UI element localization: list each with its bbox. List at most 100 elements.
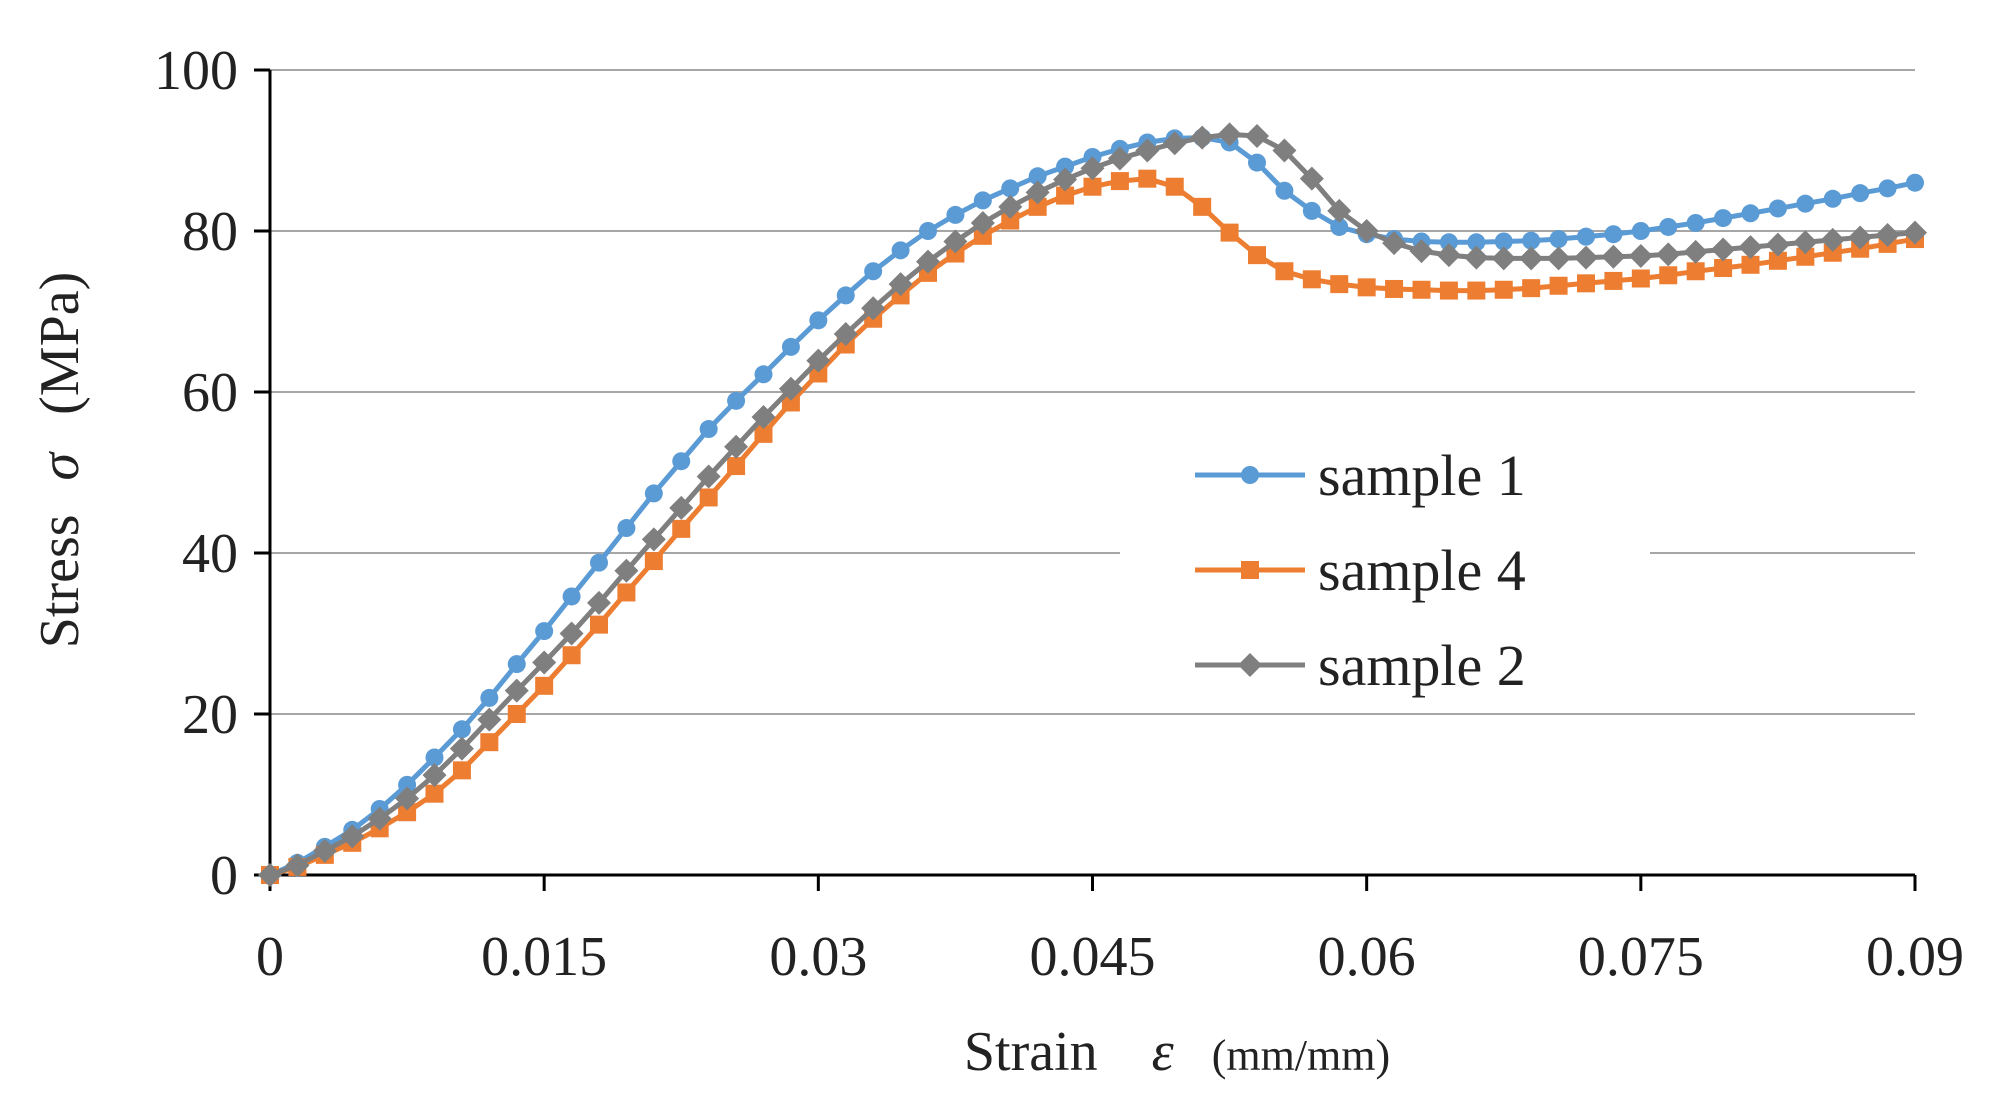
- data-point-sample-2: [340, 824, 365, 849]
- data-point-sample-4: [1248, 246, 1266, 265]
- data-point-sample-2: [1765, 232, 1790, 257]
- data-point-sample-1: [1248, 153, 1266, 172]
- data-point-sample-1: [1796, 194, 1815, 213]
- data-point-sample-1: [1823, 189, 1842, 208]
- data-point-sample-4: [1768, 251, 1787, 270]
- data-point-sample-4: [1659, 266, 1678, 285]
- data-point-sample-2: [1080, 156, 1105, 181]
- data-point-sample-2: [861, 296, 886, 321]
- data-point-sample-2: [1848, 225, 1873, 250]
- y-tick-label: 80: [182, 201, 238, 263]
- data-point-sample-2: [532, 650, 557, 675]
- data-point-sample-2: [1299, 166, 1324, 191]
- data-point-sample-1: [1604, 225, 1623, 244]
- series-sample-2: [258, 122, 1927, 887]
- y-axis-ticks: 0 20 40 60 80 100: [154, 40, 270, 907]
- data-point-sample-2: [916, 249, 940, 274]
- y-axis-label: Stress: [29, 514, 91, 648]
- data-point-sample-1: [1302, 201, 1321, 220]
- data-point-sample-4: [562, 646, 581, 665]
- data-point-sample-1: [1028, 167, 1047, 186]
- data-point-sample-2: [778, 376, 803, 401]
- data-point-sample-2: [1601, 244, 1626, 269]
- data-point-sample-1: [672, 452, 691, 471]
- data-point-sample-4: [425, 784, 444, 803]
- data-point-sample-1: [1056, 157, 1075, 176]
- x-axis-label: Strain: [964, 1021, 1098, 1083]
- y-tick-label: 0: [210, 845, 238, 907]
- data-point-sample-2: [696, 464, 721, 489]
- x-axis-unit: (mm/mm): [1212, 1031, 1390, 1080]
- data-point-sample-2: [888, 272, 913, 297]
- data-point-sample-1: [1851, 184, 1870, 203]
- data-point-sample-1: [1467, 233, 1486, 252]
- data-point-sample-1: [1631, 222, 1650, 240]
- data-point-sample-1: [1275, 181, 1294, 200]
- data-point-sample-4: [1631, 269, 1650, 288]
- data-point-sample-2: [395, 786, 420, 811]
- x-tick-label: 0.015: [481, 926, 607, 988]
- data-point-sample-4: [1686, 262, 1705, 281]
- data-point-sample-4: [946, 244, 965, 263]
- data-point-sample-1: [1330, 217, 1349, 236]
- data-point-sample-4: [617, 583, 636, 602]
- data-point-sample-4: [1823, 243, 1842, 262]
- data-point-sample-4: [1385, 279, 1404, 298]
- y-axis-title: Stress σ (MPa): [29, 272, 91, 649]
- data-point-sample-1: [1768, 199, 1787, 218]
- data-point-sample-2: [1793, 230, 1818, 255]
- legend-marker: [1238, 653, 1262, 677]
- data-point-sample-1: [1577, 227, 1595, 246]
- data-point-sample-4: [699, 488, 718, 507]
- data-point-sample-2: [1519, 246, 1544, 271]
- x-axis-symbol: ε: [1152, 1021, 1175, 1083]
- data-point-sample-2: [1820, 227, 1845, 252]
- data-point-sample-4: [1220, 223, 1239, 242]
- data-point-sample-1: [973, 191, 992, 210]
- data-point-sample-4: [1439, 281, 1458, 300]
- data-point-sample-2: [1327, 198, 1352, 223]
- data-point-sample-1: [781, 337, 800, 356]
- legend-marker: [1241, 466, 1259, 484]
- y-tick-label: 20: [182, 684, 238, 746]
- data-point-sample-2: [1382, 231, 1407, 256]
- data-point-sample-2: [477, 707, 502, 732]
- data-point-sample-2: [1574, 245, 1598, 270]
- data-point-sample-4: [1275, 262, 1294, 281]
- data-point-sample-2: [833, 322, 858, 347]
- data-point-sample-4: [480, 733, 499, 752]
- x-tick-label: 0.06: [1318, 926, 1416, 988]
- legend-label: sample 4: [1318, 538, 1526, 603]
- data-point-sample-1: [1549, 230, 1568, 249]
- x-tick-label: 0.03: [769, 926, 867, 988]
- data-point-sample-1: [1439, 233, 1458, 252]
- data-point-sample-4: [809, 364, 828, 383]
- data-point-sample-2: [1354, 219, 1379, 243]
- data-point-sample-2: [1875, 223, 1900, 248]
- data-point-sample-2: [1491, 246, 1516, 271]
- x-tick-label: 0: [256, 926, 284, 988]
- data-point-sample-2: [559, 621, 584, 646]
- data-point-sample-1: [1001, 179, 1020, 198]
- data-point-sample-4: [1193, 197, 1212, 216]
- gridlines: [270, 69, 1915, 715]
- data-point-sample-2: [1272, 138, 1297, 163]
- data-point-sample-2: [1217, 122, 1242, 147]
- data-point-sample-1: [1659, 217, 1678, 236]
- data-point-sample-4: [973, 226, 992, 245]
- data-point-sample-1: [452, 720, 471, 739]
- data-point-sample-2: [587, 590, 611, 615]
- data-point-sample-2: [449, 736, 474, 761]
- data-point-sample-4: [535, 676, 554, 695]
- data-point-sample-2: [1711, 237, 1736, 262]
- data-point-sample-4: [1001, 211, 1020, 230]
- data-point-sample-4: [1714, 259, 1733, 278]
- data-point-sample-1: [754, 365, 773, 384]
- data-point-sample-4: [1083, 177, 1102, 196]
- data-point-sample-2: [998, 194, 1023, 219]
- series-layer: [258, 122, 1927, 887]
- data-point-sample-2: [806, 348, 831, 373]
- data-point-sample-4: [1741, 255, 1760, 274]
